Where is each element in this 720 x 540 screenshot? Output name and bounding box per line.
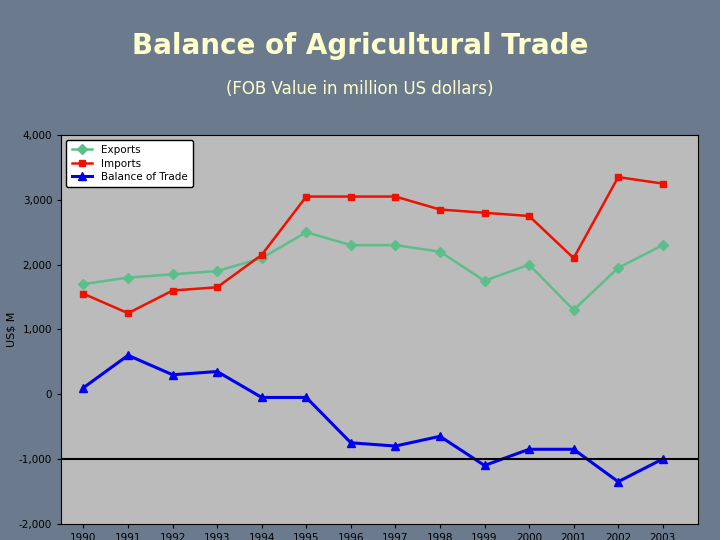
Balance of Trade bbox=[480, 462, 489, 469]
Exports bbox=[168, 271, 177, 278]
Exports bbox=[480, 278, 489, 284]
Exports bbox=[346, 242, 355, 248]
Exports bbox=[257, 255, 266, 261]
Balance of Trade bbox=[391, 443, 400, 449]
Exports bbox=[124, 274, 132, 281]
Line: Imports: Imports bbox=[80, 174, 666, 316]
Line: Balance of Trade: Balance of Trade bbox=[79, 351, 667, 486]
Exports bbox=[570, 307, 578, 313]
Line: Exports: Exports bbox=[80, 229, 666, 313]
Imports bbox=[658, 180, 667, 187]
Text: (FOB Value in million US dollars): (FOB Value in million US dollars) bbox=[226, 80, 494, 98]
Balance of Trade bbox=[79, 384, 88, 391]
Imports bbox=[570, 255, 578, 261]
Balance of Trade bbox=[658, 456, 667, 462]
Balance of Trade bbox=[213, 368, 222, 375]
Balance of Trade bbox=[525, 446, 534, 453]
Balance of Trade bbox=[614, 478, 623, 485]
Exports bbox=[525, 261, 534, 268]
Balance of Trade bbox=[302, 394, 310, 401]
Imports bbox=[257, 252, 266, 258]
Imports bbox=[346, 193, 355, 200]
Imports bbox=[436, 206, 444, 213]
Exports bbox=[436, 248, 444, 255]
Imports bbox=[213, 284, 222, 291]
Balance of Trade bbox=[257, 394, 266, 401]
Exports bbox=[79, 281, 88, 287]
Y-axis label: US$ M: US$ M bbox=[6, 312, 16, 347]
Imports bbox=[124, 310, 132, 316]
Imports bbox=[525, 213, 534, 219]
Imports bbox=[168, 287, 177, 294]
Exports bbox=[658, 242, 667, 248]
Balance of Trade bbox=[168, 372, 177, 378]
Imports bbox=[302, 193, 310, 200]
Imports bbox=[480, 210, 489, 216]
Imports bbox=[614, 174, 623, 180]
Balance of Trade bbox=[346, 440, 355, 446]
Text: Balance of Agricultural Trade: Balance of Agricultural Trade bbox=[132, 32, 588, 60]
Imports bbox=[391, 193, 400, 200]
Exports bbox=[614, 265, 623, 271]
Exports bbox=[302, 229, 310, 235]
Legend: Exports, Imports, Balance of Trade: Exports, Imports, Balance of Trade bbox=[66, 140, 193, 187]
Balance of Trade bbox=[124, 352, 132, 359]
Balance of Trade bbox=[570, 446, 578, 453]
Balance of Trade bbox=[436, 433, 444, 440]
Imports bbox=[79, 291, 88, 297]
Exports bbox=[391, 242, 400, 248]
Exports bbox=[213, 268, 222, 274]
